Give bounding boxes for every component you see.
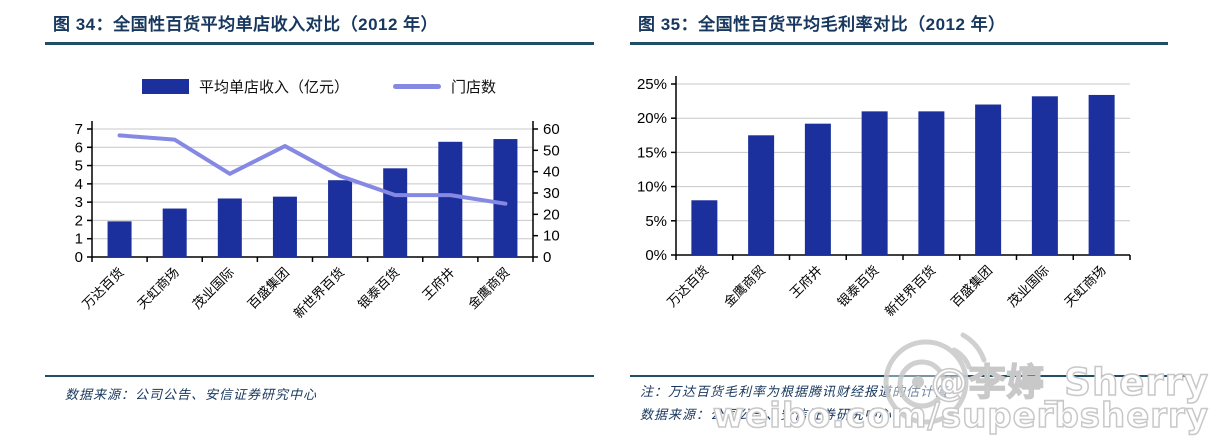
left-y-tick-label: 2 [75,212,83,229]
x-category-label: 百盛集团 [948,263,995,310]
figure-34-legend: 平均单店收入（亿元） 门店数 [142,76,496,97]
margin-bar [918,111,945,255]
figure-34-source: 数据来源：公司公告、安信证券研究中心 [65,387,318,402]
figure-34-panel: 图 34：全国性百货平均单店收入对比（2012 年） 平均单店收入（亿元） 门店… [30,8,596,444]
margin-bar [1031,96,1058,255]
margin-bar [1088,94,1115,255]
right-y-tick-label: 60 [543,121,560,138]
revenue-bar [217,198,242,257]
right-y-tick-label: 20 [543,206,560,223]
x-category-label: 银泰百货 [355,265,402,312]
figure-35-panel: 图 35：全国性百货平均毛利率对比（2012 年） 0% 5% 10% 15% 20% 2… [618,8,1196,444]
watermark-handle: @李婷_Sherry [930,360,1209,405]
right-y-tick-label: 50 [543,142,560,159]
x-category-label: 茂业国际 [190,265,237,312]
figure-35-chart: 0% 5% 10% 15% 20% 25% 万达百货 金鹰商贸 王府井 银泰百货 新世界百货 百盛集团… [637,76,1131,320]
figure-34-footer: 数据来源：公司公告、安信证券研究中心 [45,375,594,403]
margin-bar [861,111,888,255]
margin-bar [691,200,718,255]
right-y-tick-label: 10 [543,228,560,245]
x-category-label: 王府井 [419,265,457,303]
left-y-tick-label: 6 [75,139,83,156]
store-count-line [117,133,508,206]
revenue-bar [383,168,408,257]
x-category-label: 金鹰商贸 [721,263,768,310]
right-y-tick-label: 30 [543,185,560,202]
y-tick-label: 0% [645,247,667,264]
left-y-tick-label: 5 [75,158,83,175]
x-category-label: 王府井 [787,263,825,301]
figure-35-footer: 注：万达百货毛利率为根据腾讯财经报道的估计值 数据来源：公司公告、安信证券研究中… [630,375,1186,427]
left-y-tick-label: 7 [75,121,83,138]
x-category-label: 茂业国际 [1005,263,1052,310]
margin-bar [804,123,831,255]
x-category-label: 天虹商场 [134,265,181,312]
figure-35-source: 数据来源：公司公告、安信证券研究中心 [640,407,893,422]
revenue-bar [272,196,297,257]
margin-bar [748,135,775,255]
left-y-tick-label: 0 [75,249,83,266]
figure-35-title: 图 35：全国性百货平均毛利率对比（2012 年） [630,8,1168,45]
x-category-label: 百盛集团 [245,265,292,312]
x-category-label: 新世界百货 [882,263,939,320]
figure-34-title: 图 34：全国性百货平均单店收入对比（2012 年） [45,8,594,45]
revenue-bar [438,141,463,257]
left-y-tick-label: 4 [75,176,83,193]
y-tick-label: 10% [637,179,667,196]
revenue-bar [162,208,187,257]
right-y-tick-label: 0 [543,249,551,266]
legend-bar-swatch [142,79,189,94]
left-y-tick-label: 3 [75,194,83,211]
x-category-label: 新世界百货 [291,265,348,322]
y-tick-label: 20% [637,110,667,127]
legend-bar-label: 平均单店收入（亿元） [199,79,350,96]
figure-35-note: 注：万达百货毛利率为根据腾讯财经报道的估计值 [640,384,949,399]
legend-line-label: 门店数 [451,79,497,96]
x-category-label: 万达百货 [79,265,126,312]
y-tick-label: 5% [645,213,667,230]
y-tick-label: 15% [637,144,667,161]
x-category-label: 天虹商场 [1061,263,1108,310]
legend-line-swatch [393,84,442,89]
y-tick-label: 25% [637,76,667,93]
revenue-bar [107,221,132,257]
margin-bar [975,104,1002,255]
x-category-label: 万达百货 [664,263,711,310]
weibo-logo-icon [883,332,987,425]
revenue-bar [493,139,518,257]
watermark-url: weibo.com/superbsherry [712,395,1209,437]
revenue-bar [328,180,353,257]
left-y-tick-label: 1 [75,231,83,248]
x-category-label: 金鹰商贸 [465,265,512,312]
right-y-tick-label: 40 [543,164,560,181]
x-category-label: 银泰百货 [834,263,881,310]
